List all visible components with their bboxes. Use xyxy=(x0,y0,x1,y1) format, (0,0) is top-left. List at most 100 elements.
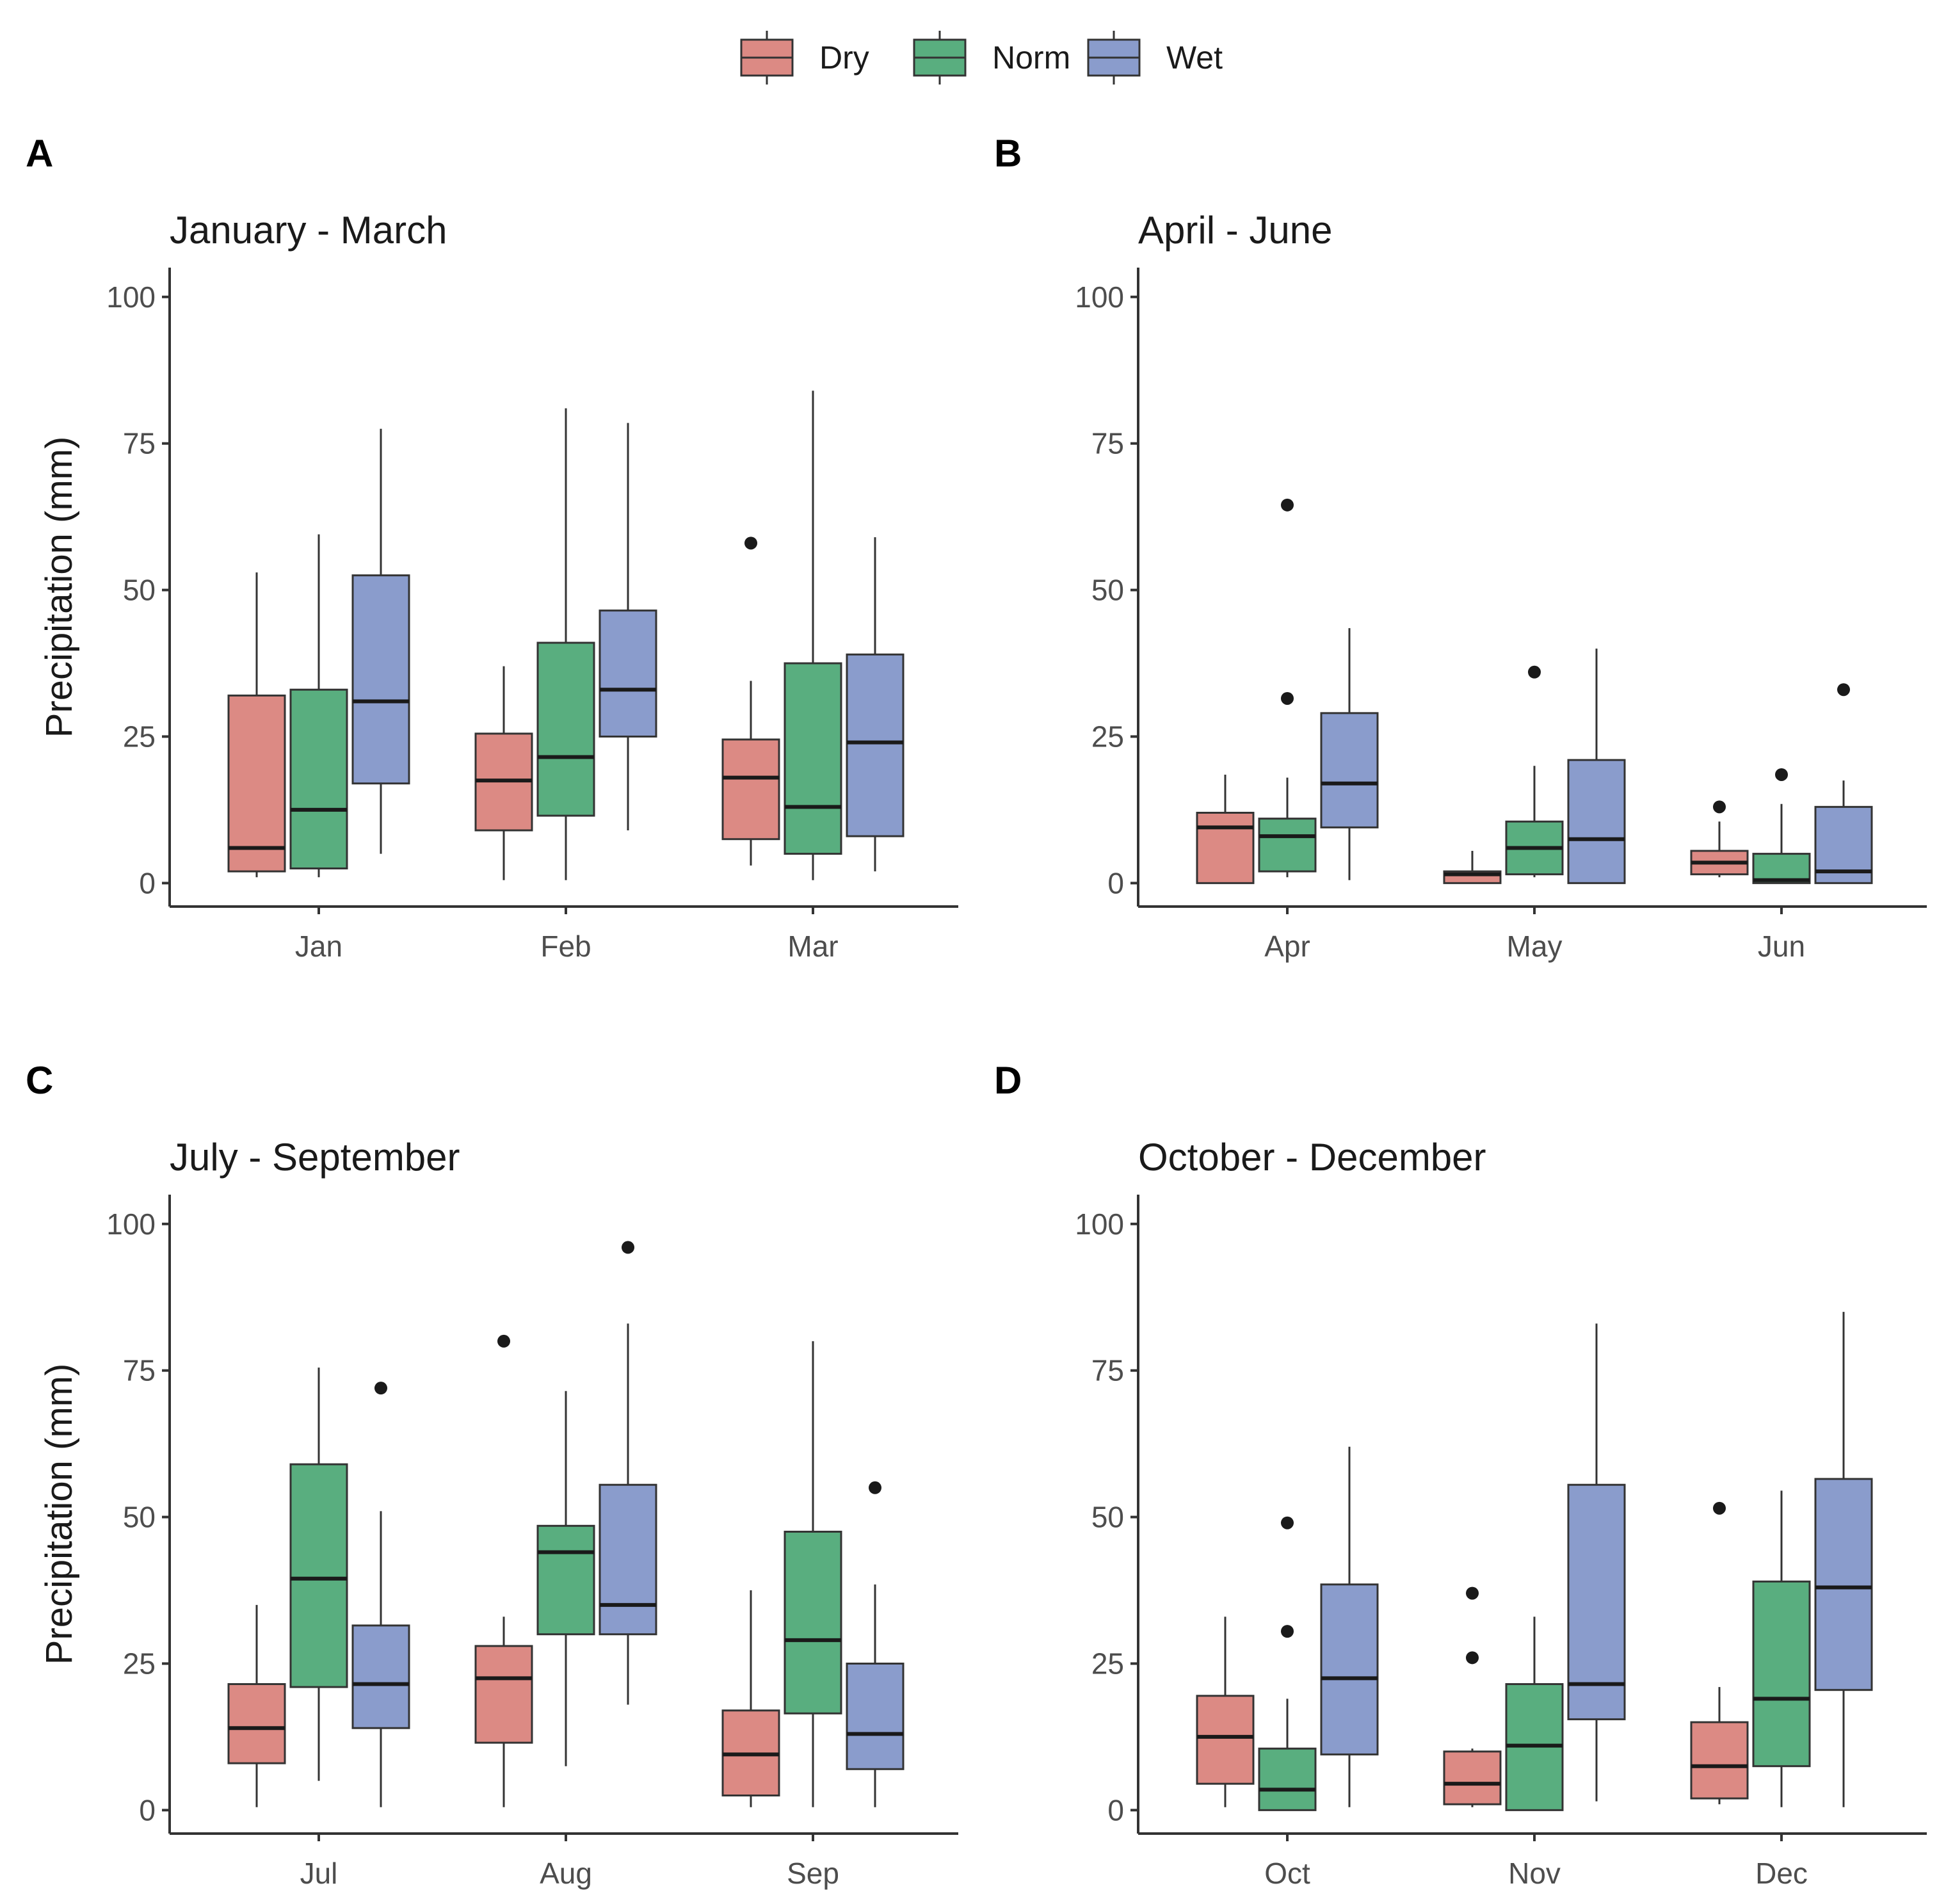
box-may-norm xyxy=(1505,665,1564,878)
panel-title: January - March xyxy=(170,209,447,252)
box-iqr xyxy=(1814,1478,1873,1691)
panel-tag: D xyxy=(994,1059,1022,1102)
panel-tag: B xyxy=(994,132,1022,175)
box-iqr xyxy=(784,1530,842,1714)
y-tick-label: 75 xyxy=(1091,427,1124,460)
panel-title: April - June xyxy=(1138,209,1332,252)
box-jan-wet xyxy=(351,428,410,854)
x-tick-label: Dec xyxy=(1755,1857,1808,1890)
box-iqr xyxy=(227,694,286,873)
legend-key-wet: Wet xyxy=(1087,31,1223,85)
box-feb-norm xyxy=(536,408,595,880)
box-mar-norm xyxy=(784,391,842,880)
outlier-point xyxy=(1775,768,1788,781)
box-iqr xyxy=(1752,853,1811,884)
y-tick-label: 25 xyxy=(123,720,156,753)
box-iqr xyxy=(227,1683,286,1764)
box-jan-dry xyxy=(227,572,286,878)
y-tick-label: 50 xyxy=(123,1501,156,1534)
box-dec-dry xyxy=(1690,1501,1749,1805)
box-iqr xyxy=(536,641,595,817)
box-iqr xyxy=(1320,712,1379,828)
legend-label-dry: Dry xyxy=(819,40,869,76)
outlier-point xyxy=(744,537,757,550)
x-tick-label: Nov xyxy=(1508,1857,1561,1890)
x-tick-label: Jun xyxy=(1758,930,1805,963)
box-mar-dry xyxy=(721,537,780,866)
box-nov-dry xyxy=(1443,1586,1502,1807)
outlier-point xyxy=(869,1481,881,1494)
box-jul-norm xyxy=(289,1367,348,1781)
box-dec-norm xyxy=(1752,1490,1811,1807)
outlier-point xyxy=(1713,800,1726,814)
box-iqr xyxy=(846,1662,905,1770)
box-iqr xyxy=(1690,1721,1749,1800)
legend-key-norm: Norm xyxy=(913,31,1070,85)
panel-title: October - December xyxy=(1138,1136,1486,1179)
y-tick-label: 75 xyxy=(123,427,156,460)
y-tick-label: 100 xyxy=(1075,280,1124,314)
x-tick-label: Jul xyxy=(300,1857,338,1890)
box-jan-norm xyxy=(289,534,348,878)
outlier-point xyxy=(1281,1516,1294,1529)
box-may-wet xyxy=(1567,649,1626,884)
outlier-point xyxy=(1837,683,1850,697)
box-iqr xyxy=(536,1524,595,1636)
y-tick-label: 0 xyxy=(139,866,156,900)
panel-a: A January - March Precipitation (mm) 0 25 50 7… xyxy=(26,132,958,963)
y-tick-label: 0 xyxy=(1107,866,1124,900)
outlier-point xyxy=(622,1241,634,1254)
box-apr-wet xyxy=(1320,628,1379,880)
y-tick-label: 50 xyxy=(123,574,156,607)
outlier-point xyxy=(1281,1625,1294,1638)
box-jul-dry xyxy=(227,1604,286,1807)
y-tick-label: 0 xyxy=(139,1793,156,1827)
box-iqr xyxy=(289,688,348,869)
outlier-point xyxy=(497,1334,510,1348)
box-iqr xyxy=(1443,1750,1502,1805)
y-tick-label: 100 xyxy=(1075,1207,1124,1241)
x-tick-label: Oct xyxy=(1264,1857,1310,1890)
box-dec-wet xyxy=(1814,1312,1873,1807)
y-tick-label: 75 xyxy=(1091,1354,1124,1387)
box-oct-norm xyxy=(1258,1516,1317,1811)
box-apr-dry xyxy=(1196,774,1255,884)
y-tick-label: 100 xyxy=(106,280,156,314)
x-tick-label: Aug xyxy=(540,1857,592,1890)
y-tick-label: 50 xyxy=(1091,1501,1124,1534)
y-tick-label: 25 xyxy=(1091,720,1124,753)
legend-label-norm: Norm xyxy=(992,40,1070,76)
y-axis-label: Precipitation (mm) xyxy=(38,1364,80,1665)
box-iqr xyxy=(599,1483,657,1636)
box-aug-wet xyxy=(599,1241,657,1705)
box-iqr xyxy=(1196,1695,1255,1785)
box-iqr xyxy=(1320,1583,1379,1755)
outlier-point xyxy=(374,1382,387,1395)
box-aug-norm xyxy=(536,1391,595,1766)
y-tick-label: 100 xyxy=(106,1207,156,1241)
box-jun-norm xyxy=(1752,768,1811,884)
box-nov-norm xyxy=(1505,1617,1564,1811)
legend-label-wet: Wet xyxy=(1166,40,1223,76)
x-tick-label: Feb xyxy=(540,930,591,963)
box-oct-wet xyxy=(1320,1446,1379,1807)
outlier-point xyxy=(1713,1501,1726,1515)
y-axis-label: Precipitation (mm) xyxy=(38,437,80,738)
panel-c: C July - September Precipitation (mm) 0 25 50… xyxy=(26,1059,958,1890)
outlier-point xyxy=(1466,1586,1479,1600)
box-feb-dry xyxy=(474,666,533,880)
box-iqr xyxy=(1567,759,1626,884)
box-may-dry xyxy=(1443,851,1502,884)
box-iqr xyxy=(721,738,780,841)
panels: A January - March Precipitation (mm) 0 25 50 7… xyxy=(26,132,1927,1890)
box-sep-dry xyxy=(721,1590,780,1807)
box-iqr xyxy=(1752,1580,1811,1768)
box-iqr xyxy=(784,662,842,855)
y-tick-label: 25 xyxy=(1091,1647,1124,1680)
box-oct-dry xyxy=(1196,1617,1255,1807)
box-iqr xyxy=(1196,812,1255,884)
panel-title: July - September xyxy=(170,1136,460,1179)
box-iqr xyxy=(846,653,905,837)
box-nov-wet xyxy=(1567,1323,1626,1802)
